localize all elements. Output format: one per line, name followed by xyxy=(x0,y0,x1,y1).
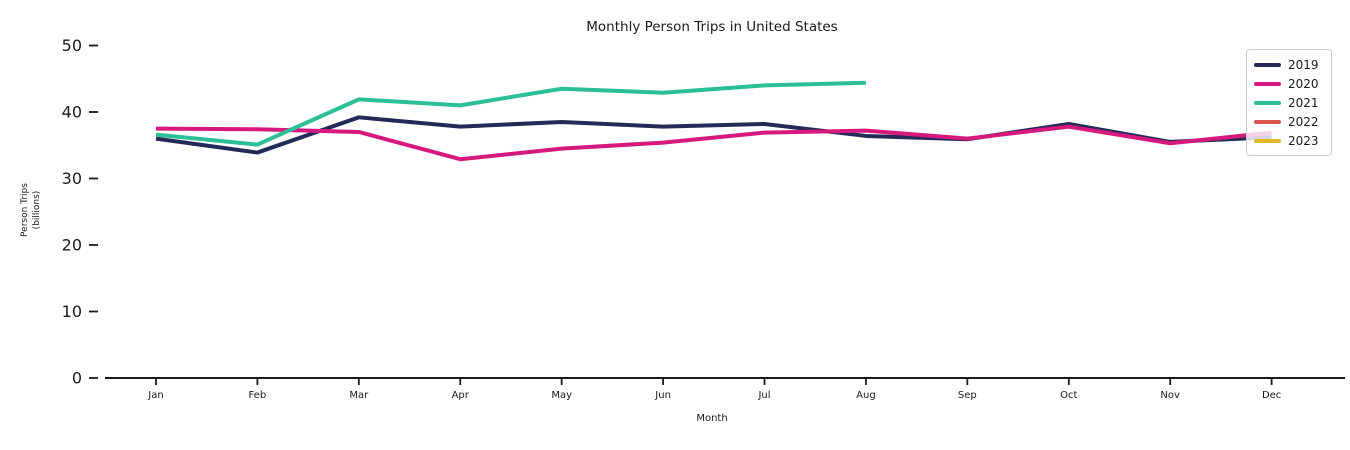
y-tick-label: 20 xyxy=(62,236,82,255)
x-tick-label: Sep xyxy=(958,390,977,401)
legend-swatch-2022 xyxy=(1254,119,1281,124)
series-line-2019 xyxy=(155,115,1272,155)
chart-title: Monthly Person Trips in United States xyxy=(586,19,838,35)
y-tick-label: 40 xyxy=(62,103,82,122)
legend-item-2019: 2019 xyxy=(1254,55,1324,74)
series-line-2021 xyxy=(155,80,866,147)
legend-label: 2021 xyxy=(1288,95,1319,110)
x-tick-label: Dec xyxy=(1262,390,1281,401)
legend-label: 2020 xyxy=(1288,76,1319,91)
legend-item-2021: 2021 xyxy=(1254,93,1324,112)
x-axis: Jan Feb Mar Apr May Jun Jul Aug Sep Oct Nov Dec xyxy=(147,378,1281,401)
legend-label: 2019 xyxy=(1288,57,1319,72)
series-line-2020 xyxy=(155,124,1272,162)
legend-swatch-2021 xyxy=(1254,100,1281,105)
x-tick-label: Nov xyxy=(1160,390,1180,401)
x-tick-label: Jan xyxy=(147,390,163,401)
legend-item-2022: 2022 xyxy=(1254,112,1324,131)
y-tick-label: 10 xyxy=(62,302,82,321)
legend-label: 2022 xyxy=(1288,114,1319,129)
legend-swatch-2019 xyxy=(1254,62,1281,67)
y-tick-label: 50 xyxy=(62,36,82,55)
x-tick-label: Jul xyxy=(757,390,770,401)
x-tick-label: Apr xyxy=(452,390,470,401)
legend-swatch-2020 xyxy=(1254,81,1281,86)
legend-item-2020: 2020 xyxy=(1254,74,1324,93)
x-tick-label: Feb xyxy=(249,390,267,401)
y-tick-label: 0 xyxy=(72,369,82,388)
x-tick-label: Jun xyxy=(654,390,671,401)
legend-item-2023: 2023 xyxy=(1254,131,1324,150)
legend: 2019 2020 2021 2022 2023 xyxy=(1246,49,1332,156)
x-tick-label: May xyxy=(551,390,572,401)
y-axis: 0 10 20 30 40 50 xyxy=(62,36,98,388)
x-tick-label: Oct xyxy=(1060,390,1077,401)
y-tick-label: 30 xyxy=(62,169,82,188)
legend-label: 2023 xyxy=(1288,133,1319,148)
x-tick-label: Aug xyxy=(856,390,876,401)
legend-swatch-2023 xyxy=(1254,138,1281,143)
series-lines xyxy=(155,80,1272,162)
x-tick-label: Mar xyxy=(349,390,369,401)
x-axis-label: Month xyxy=(696,413,728,424)
